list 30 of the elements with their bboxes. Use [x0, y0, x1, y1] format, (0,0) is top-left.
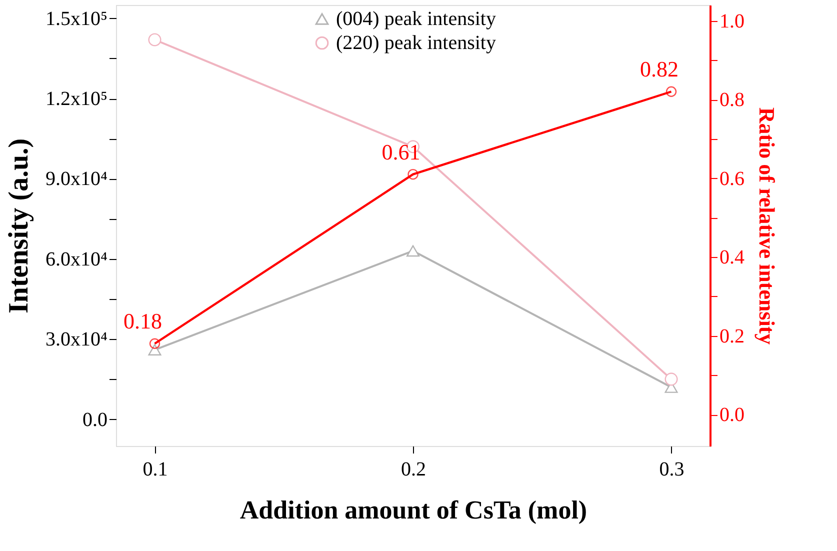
y-axis-title: Intensity (a.u.) [4, 138, 35, 314]
y-tick-label: 1.2x10⁵ [46, 88, 108, 110]
x-tick-label: 0.1 [142, 458, 168, 480]
y-tick-label: 1.5x10⁵ [46, 8, 108, 30]
point [666, 86, 677, 97]
y2-axis-title: Ratio of relative intensity [754, 107, 780, 345]
y2-tick-label: 0.8 [720, 89, 744, 111]
point [148, 344, 162, 356]
y2-tick-label: 1.0 [720, 10, 744, 32]
y-tick-label: 3.0x10⁴ [46, 328, 108, 351]
y2-tick-label: 0.2 [720, 325, 744, 348]
data-label: 0.61 [382, 139, 420, 164]
y-tick-label: 9.0x10⁴ [46, 168, 108, 190]
y-tick-label: 0.0 [82, 408, 108, 431]
y2-tick-label: 0.4 [720, 246, 744, 268]
x-tick-label: 0.2 [401, 458, 426, 480]
data-label: 0.82 [640, 56, 679, 82]
x-axis-title: Addition amount of CsTa (mol) [240, 496, 588, 524]
point [149, 338, 160, 349]
point [408, 168, 418, 180]
legend-label: (220) peak intensity [336, 32, 496, 54]
y2-tick-label: 0.6 [720, 168, 744, 190]
x-tick-label: 0.3 [659, 458, 684, 480]
point [406, 245, 420, 257]
point [664, 372, 678, 386]
legend-label: (004) peak intensity [336, 8, 496, 30]
y-tick-label: 6.0x10⁴ [46, 248, 108, 270]
data-label: 0.18 [123, 308, 162, 334]
y2-tick-label: 0.0 [720, 404, 744, 426]
point [148, 33, 162, 46]
